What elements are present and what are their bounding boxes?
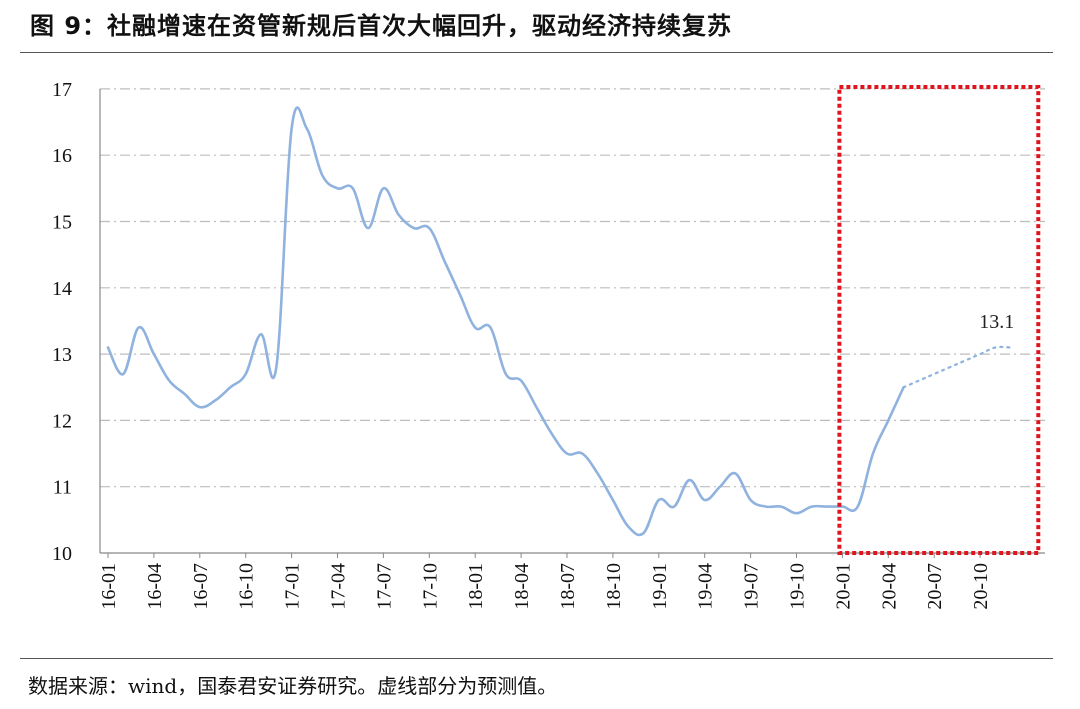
y-tick-label: 12 [52,410,72,432]
x-tick-label: 19-01 [649,563,671,610]
x-tick-label: 19-07 [741,563,763,610]
x-tick-label: 19-04 [695,563,717,610]
x-tick-label: 16-01 [98,563,120,610]
axes [99,88,1045,558]
line-chart: 10 11 12 13 14 15 16 17 16-01 16-04 16-07 16-10 17-0… [52,79,1045,610]
y-tick-label: 15 [52,212,72,234]
x-tick-label: 18-01 [465,563,487,610]
x-tick-label: 20-01 [832,563,854,610]
y-tick-label: 14 [52,278,72,300]
y-tick-label: 11 [53,477,72,499]
tick-labels: 10 11 12 13 14 15 16 17 16-01 16-04 16-07 16-10 17-0… [52,79,1014,610]
chart-title: 图 9：社融增速在资管新规后首次大幅回升，驱动经济持续复苏 [30,12,733,40]
x-tick-label: 17-04 [328,563,350,610]
forecast-line [902,345,1012,389]
x-tick-label: 18-10 [603,563,625,610]
y-tick-label: 16 [52,145,72,167]
x-tick-label: 19-10 [787,563,809,610]
title-rule [20,52,1053,53]
forecast-box [837,85,1041,555]
series [106,106,1012,537]
value-annotation: 13.1 [979,311,1014,333]
x-tick-label: 17-10 [419,563,441,610]
footer-rule [20,658,1053,659]
x-tick-label: 20-04 [878,563,900,610]
x-tick-label: 20-10 [970,563,992,610]
x-tick-label: 17-01 [282,563,304,610]
y-tick-label: 17 [52,79,72,101]
x-tick-label: 18-04 [511,563,533,610]
actual-line [106,106,905,537]
x-tick-label: 20-07 [924,563,946,610]
x-tick-label: 17-07 [373,563,395,610]
x-tick-label: 16-10 [236,563,258,610]
source-note: 数据来源：wind，国泰君安证券研究。虚线部分为预测值。 [28,674,558,698]
x-tick-label: 16-04 [144,563,166,610]
x-tick-label: 16-07 [190,563,212,610]
y-tick-label: 13 [52,344,72,366]
forecast-highlight [837,85,1041,555]
y-tick-label: 10 [52,543,72,565]
x-tick-label: 18-07 [557,563,579,610]
grid-lines [100,88,1045,488]
